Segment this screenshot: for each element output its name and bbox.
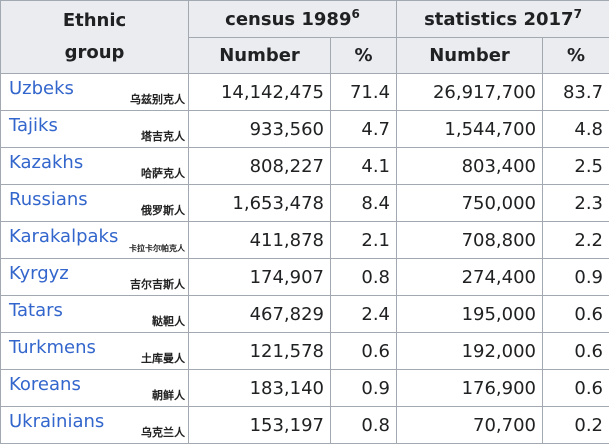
table-row: Uzbeks 乌兹别克人 14,142,475 71.4 26,917,700 83.7 — [0, 73, 609, 111]
ethnic-group-cell: Kyrgyz 吉尔吉斯人 — [0, 258, 189, 296]
census-1989-number: 933,560 — [188, 110, 331, 148]
ethnic-group-link[interactable]: Tatars — [9, 300, 63, 321]
statistics-2017-number: 750,000 — [396, 184, 544, 222]
statistics-2017-percent: 0.2 — [542, 406, 609, 444]
census-1989-number: 411,878 — [188, 221, 331, 259]
census-1989-percent: 0.9 — [329, 369, 398, 407]
ethnic-group-header-line2: group — [64, 42, 125, 63]
statistics-2017-percent: 2.3 — [542, 184, 609, 222]
census-1989-number: 153,197 — [188, 406, 331, 444]
chinese-name-label: 俄罗斯人 — [141, 204, 185, 217]
census-1989-percent: 71.4 — [329, 73, 398, 111]
chinese-name-label: 塔吉克人 — [141, 130, 185, 143]
ethnic-group-link[interactable]: Tajiks — [9, 115, 58, 136]
census-1989-header: census 19896 — [187, 0, 398, 38]
ethnic-group-cell: Koreans 朝鲜人 — [0, 369, 189, 407]
statistics-2017-number: 176,900 — [396, 369, 544, 407]
census-number-header: Number — [188, 37, 331, 74]
statistics-footnote-ref[interactable]: 7 — [573, 6, 582, 21]
census-1989-percent: 0.8 — [329, 406, 398, 444]
census-1989-percent: 8.4 — [329, 184, 398, 222]
table-row: Tatars 鞑靼人 467,829 2.4 195,000 0.6 — [0, 295, 609, 333]
chinese-name-label: 乌兹别克人 — [130, 93, 185, 106]
ethnic-group-link[interactable]: Russians — [9, 189, 88, 210]
table-body: Uzbeks 乌兹别克人 14,142,475 71.4 26,917,700 83.7 T… — [0, 73, 609, 444]
statistics-2017-number: 274,400 — [396, 258, 544, 296]
statistics-number-header: Number — [396, 37, 544, 74]
table-row: Turkmens 土库曼人 121,578 0.6 192,000 0.6 — [0, 332, 609, 370]
chinese-name-label: 土库曼人 — [141, 352, 185, 365]
chinese-name-label: 吉尔吉斯人 — [130, 278, 185, 291]
ethnic-group-link[interactable]: Kyrgyz — [9, 263, 69, 284]
chinese-name-label: 鞑靼人 — [152, 315, 185, 328]
ethnic-group-cell: Uzbeks 乌兹别克人 — [0, 73, 189, 111]
census-1989-percent: 4.7 — [329, 110, 398, 148]
ethnic-group-link[interactable]: Karakalpaks — [9, 226, 119, 247]
ethnic-group-cell: Ukrainians 乌克兰人 — [0, 406, 189, 444]
statistics-2017-percent: 0.6 — [542, 332, 609, 370]
ethnic-group-header-line1: Ethnic — [62, 10, 127, 31]
statistics-2017-percent: 2.2 — [542, 221, 609, 259]
census-1989-percent: 2.4 — [329, 295, 398, 333]
statistics-2017-percent: 2.5 — [542, 147, 609, 185]
statistics-percent-header: % — [542, 37, 609, 74]
ethnic-group-link[interactable]: Ukrainians — [9, 411, 105, 432]
census-1989-number: 1,653,478 — [188, 184, 331, 222]
ethnic-group-cell: Karakalpaks 卡拉卡尔帕克人 — [0, 221, 189, 259]
statistics-2017-percent: 0.6 — [542, 295, 609, 333]
table-row: Tajiks 塔吉克人 933,560 4.7 1,544,700 4.8 — [0, 110, 609, 148]
census-1989-number: 121,578 — [188, 332, 331, 370]
statistics-2017-number: 195,000 — [396, 295, 544, 333]
chinese-name-label: 卡拉卡尔帕克人 — [129, 244, 185, 253]
header-row-2: Number % Number % — [1, 37, 609, 74]
header-row-1: Ethnic group census 19896 statistics 201… — [0, 0, 609, 74]
census-1989-label: census 1989 — [225, 8, 352, 30]
table-row: Ukrainians 乌克兰人 153,197 0.8 70,700 0.2 — [0, 406, 609, 444]
census-1989-percent: 2.1 — [329, 221, 398, 259]
table-row: Russians 俄罗斯人 1,653,478 8.4 750,000 2.3 — [0, 184, 609, 222]
ethnic-group-header: Ethnic group — [0, 0, 189, 74]
statistics-2017-percent: 83.7 — [542, 73, 609, 111]
table-row: Koreans 朝鲜人 183,140 0.9 176,900 0.6 — [0, 369, 609, 407]
census-1989-percent: 4.1 — [329, 147, 398, 185]
statistics-2017-number: 708,800 — [396, 221, 544, 259]
ethnic-group-link[interactable]: Kazakhs — [9, 152, 84, 173]
ethnic-group-cell: Tatars 鞑靼人 — [0, 295, 189, 333]
ethnic-group-cell: Tajiks 塔吉克人 — [0, 110, 189, 148]
chinese-name-label: 乌克兰人 — [141, 426, 185, 439]
statistics-2017-number: 192,000 — [396, 332, 544, 370]
statistics-2017-percent: 4.8 — [542, 110, 609, 148]
ethnic-group-link[interactable]: Turkmens — [9, 337, 96, 358]
chinese-name-label: 朝鲜人 — [152, 389, 185, 402]
ethnic-group-link[interactable]: Uzbeks — [9, 78, 74, 99]
statistics-2017-percent: 0.6 — [542, 369, 609, 407]
census-footnote-ref[interactable]: 6 — [351, 6, 360, 21]
statistics-2017-number: 1,544,700 — [396, 110, 544, 148]
census-1989-number: 467,829 — [188, 295, 331, 333]
statistics-2017-label: statistics 2017 — [424, 8, 574, 30]
ethnic-group-link[interactable]: Koreans — [9, 374, 81, 395]
census-1989-number: 14,142,475 — [188, 73, 331, 111]
statistics-2017-header: statistics 20177 — [396, 0, 609, 38]
census-1989-number: 808,227 — [188, 147, 331, 185]
census-percent-header: % — [329, 37, 398, 74]
table-row: Kyrgyz 吉尔吉斯人 174,907 0.8 274,400 0.9 — [0, 258, 609, 296]
census-1989-percent: 0.6 — [329, 332, 398, 370]
census-1989-number: 183,140 — [188, 369, 331, 407]
chinese-name-label: 哈萨克人 — [141, 167, 185, 180]
census-1989-percent: 0.8 — [329, 258, 398, 296]
ethnic-group-cell: Russians 俄罗斯人 — [0, 184, 189, 222]
ethnic-group-cell: Turkmens 土库曼人 — [0, 332, 189, 370]
table-row: Karakalpaks 卡拉卡尔帕克人 411,878 2.1 708,800 2.2 — [0, 221, 609, 259]
statistics-2017-number: 26,917,700 — [396, 73, 544, 111]
census-1989-number: 174,907 — [188, 258, 331, 296]
statistics-2017-number: 803,400 — [396, 147, 544, 185]
statistics-2017-percent: 0.9 — [542, 258, 609, 296]
statistics-2017-number: 70,700 — [396, 406, 544, 444]
ethnic-group-cell: Kazakhs 哈萨克人 — [0, 147, 189, 185]
table-row: Kazakhs 哈萨克人 808,227 4.1 803,400 2.5 — [0, 147, 609, 185]
